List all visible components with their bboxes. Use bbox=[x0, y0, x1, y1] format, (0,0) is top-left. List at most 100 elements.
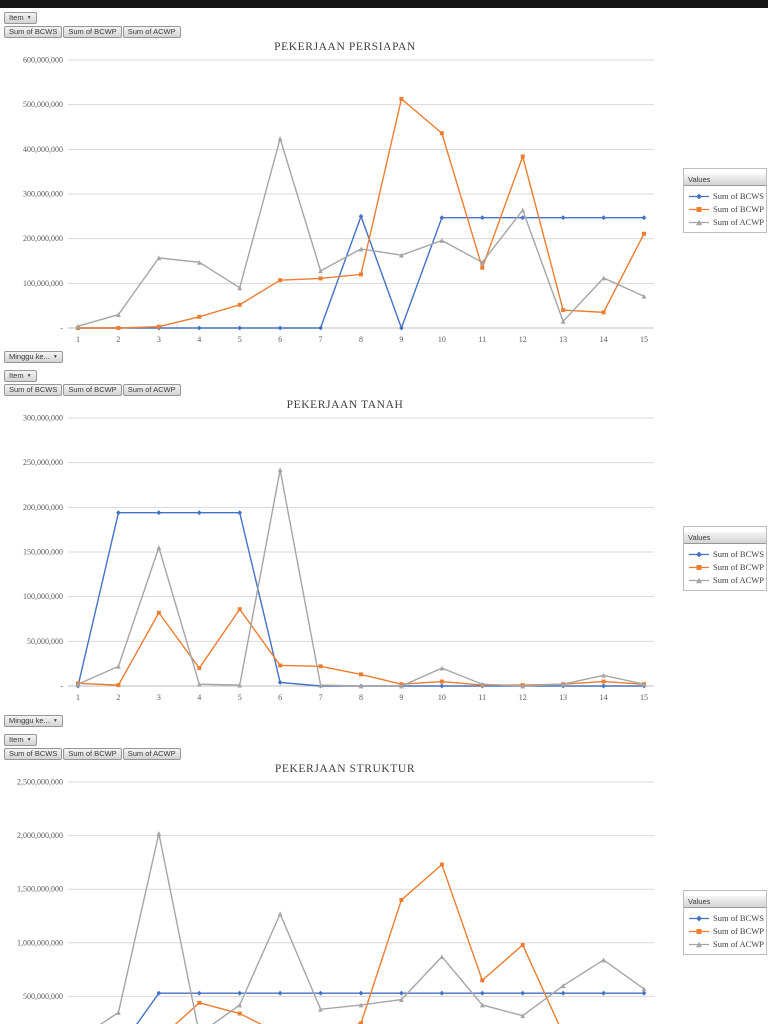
item-filter-button[interactable]: Item ▼ bbox=[4, 734, 37, 746]
svg-text:7: 7 bbox=[319, 693, 323, 702]
chart-plot-area: -500,000,0001,000,000,0001,500,000,0002,… bbox=[17, 778, 654, 1024]
legend-entry-bcws: Sum of BCWS bbox=[688, 549, 764, 559]
legend-entry-bcws: Sum of BCWS bbox=[688, 913, 764, 923]
legend-label: Sum of ACWP bbox=[713, 939, 765, 949]
chart-plot-area: - 50,000,000 100,000,000 150,000,000 200,000… bbox=[23, 414, 654, 702]
svg-text:4: 4 bbox=[197, 693, 201, 702]
field-button-acwp[interactable]: Sum of ACWP bbox=[122, 748, 181, 760]
svg-text:-: - bbox=[60, 682, 63, 691]
svg-text:100,000,000: 100,000,000 bbox=[23, 279, 63, 288]
svg-text:10: 10 bbox=[438, 335, 446, 344]
svg-text:400,000,000: 400,000,000 bbox=[23, 145, 63, 154]
value-field-buttons: Sum of BCWS Sum of BCWP Sum of ACWP bbox=[4, 748, 181, 760]
svg-text:9: 9 bbox=[399, 335, 403, 344]
values-field-button[interactable]: Values bbox=[684, 174, 766, 187]
svg-text:1,000,000,000: 1,000,000,000 bbox=[17, 938, 63, 947]
svg-text:6: 6 bbox=[278, 335, 282, 344]
bcwp-line-marker-icon bbox=[689, 564, 709, 570]
acwp-line-marker-icon bbox=[689, 941, 709, 947]
filter-dropdown-icon: ▼ bbox=[26, 14, 32, 21]
svg-text:10: 10 bbox=[438, 693, 446, 702]
top-edge-bar bbox=[0, 0, 768, 8]
legend-entries: Sum of BCWS Sum of BCWP Sum of ACWP bbox=[684, 545, 766, 590]
chart-title: PEKERJAAN PERSIAPAN bbox=[274, 41, 416, 53]
field-button-bcwp[interactable]: Sum of BCWP bbox=[63, 26, 122, 38]
week-axis-button[interactable]: Minggu ke... ▼ bbox=[4, 351, 63, 363]
svg-text:1,500,000,000: 1,500,000,000 bbox=[17, 885, 63, 894]
svg-text:11: 11 bbox=[478, 693, 486, 702]
chart-legend: Values Sum of BCWS Sum of BCWP bbox=[683, 526, 767, 591]
svg-text:3: 3 bbox=[157, 693, 161, 702]
legend-entry-acwp: Sum of ACWP bbox=[688, 939, 764, 949]
svg-text:1: 1 bbox=[76, 335, 80, 344]
svg-text:3: 3 bbox=[157, 335, 161, 344]
week-axis-label: Minggu ke... bbox=[9, 352, 50, 362]
legend-entry-bcws: Sum of BCWS bbox=[688, 191, 764, 201]
svg-text:500,000,000: 500,000,000 bbox=[23, 100, 63, 109]
svg-text:-: - bbox=[60, 324, 63, 333]
field-button-acwp[interactable]: Sum of ACWP bbox=[122, 384, 181, 396]
item-filter-label: Item bbox=[9, 13, 24, 23]
field-button-bcwp[interactable]: Sum of BCWP bbox=[63, 384, 122, 396]
svg-text:13: 13 bbox=[559, 693, 567, 702]
svg-text:50,000,000: 50,000,000 bbox=[27, 637, 63, 646]
legend-label: Sum of ACWP bbox=[713, 217, 765, 227]
svg-text:9: 9 bbox=[399, 693, 403, 702]
svg-text:100,000,000: 100,000,000 bbox=[23, 592, 63, 601]
svg-text:2: 2 bbox=[116, 335, 120, 344]
filter-dropdown-icon: ▼ bbox=[26, 372, 32, 379]
bcws-line-marker-icon bbox=[689, 551, 709, 557]
legend-label: Sum of BCWP bbox=[713, 926, 765, 936]
legend-label: Sum of ACWP bbox=[713, 575, 765, 585]
values-field-button[interactable]: Values bbox=[684, 532, 766, 545]
svg-text:14: 14 bbox=[600, 335, 608, 344]
svg-text:15: 15 bbox=[640, 693, 648, 702]
legend-entries: Sum of BCWS Sum of BCWP Sum of ACWP bbox=[684, 909, 766, 954]
chart-legend: Values Sum of BCWS Sum of BCWP bbox=[683, 890, 767, 955]
svg-text:500,000,000: 500,000,000 bbox=[23, 992, 63, 1001]
pivot-chart-tanah: Item ▼ Sum of BCWS Sum of BCWP Sum of AC… bbox=[0, 366, 768, 730]
svg-text:600,000,000: 600,000,000 bbox=[23, 56, 63, 65]
svg-text:5: 5 bbox=[238, 335, 242, 344]
pivot-chart-struktur: Item ▼ Sum of BCWS Sum of BCWP Sum of AC… bbox=[0, 730, 768, 1024]
bcwp-line-marker-icon bbox=[689, 928, 709, 934]
svg-text:150,000,000: 150,000,000 bbox=[23, 548, 63, 557]
svg-text:7: 7 bbox=[319, 335, 323, 344]
dropdown-icon: ▼ bbox=[52, 717, 58, 724]
svg-text:300,000,000: 300,000,000 bbox=[23, 414, 63, 423]
svg-text:2: 2 bbox=[116, 693, 120, 702]
bcws-line-marker-icon bbox=[689, 915, 709, 921]
field-button-bcwp[interactable]: Sum of BCWP bbox=[63, 748, 122, 760]
svg-text:12: 12 bbox=[519, 693, 527, 702]
pivot-chart-persiapan: Item ▼ Sum of BCWS Sum of BCWP Sum of AC… bbox=[0, 8, 768, 366]
legend-entry-acwp: Sum of ACWP bbox=[688, 575, 764, 585]
legend-label: Sum of BCWS bbox=[713, 549, 765, 559]
svg-text:13: 13 bbox=[559, 335, 567, 344]
svg-text:2,500,000,000: 2,500,000,000 bbox=[17, 778, 63, 787]
value-field-buttons: Sum of BCWS Sum of BCWP Sum of ACWP bbox=[4, 384, 181, 396]
svg-text:12: 12 bbox=[519, 335, 527, 344]
item-filter-button[interactable]: Item ▼ bbox=[4, 370, 37, 382]
legend-entries: Sum of BCWS Sum of BCWP Sum of ACWP bbox=[684, 187, 766, 232]
svg-text:1: 1 bbox=[76, 693, 80, 702]
item-filter-button[interactable]: Item ▼ bbox=[4, 12, 37, 24]
legend-entry-acwp: Sum of ACWP bbox=[688, 217, 764, 227]
legend-label: Sum of BCWS bbox=[713, 913, 765, 923]
field-button-bcws[interactable]: Sum of BCWS bbox=[4, 384, 63, 396]
bcws-line-marker-icon bbox=[689, 193, 709, 199]
svg-text:200,000,000: 200,000,000 bbox=[23, 234, 63, 243]
field-button-acwp[interactable]: Sum of ACWP bbox=[122, 26, 181, 38]
svg-text:4: 4 bbox=[197, 335, 201, 344]
field-button-bcws[interactable]: Sum of BCWS bbox=[4, 748, 63, 760]
svg-text:5: 5 bbox=[238, 693, 242, 702]
field-button-bcws[interactable]: Sum of BCWS bbox=[4, 26, 63, 38]
week-axis-button[interactable]: Minggu ke... ▼ bbox=[4, 715, 63, 727]
value-field-buttons: Sum of BCWS Sum of BCWP Sum of ACWP bbox=[4, 26, 181, 38]
legend-entry-bcwp: Sum of BCWP bbox=[688, 204, 764, 214]
legend-entry-bcwp: Sum of BCWP bbox=[688, 562, 764, 572]
svg-text:6: 6 bbox=[278, 693, 282, 702]
values-field-button[interactable]: Values bbox=[684, 896, 766, 909]
legend-label: Sum of BCWP bbox=[713, 562, 765, 572]
legend-label: Sum of BCWP bbox=[713, 204, 765, 214]
legend-entry-bcwp: Sum of BCWP bbox=[688, 926, 764, 936]
